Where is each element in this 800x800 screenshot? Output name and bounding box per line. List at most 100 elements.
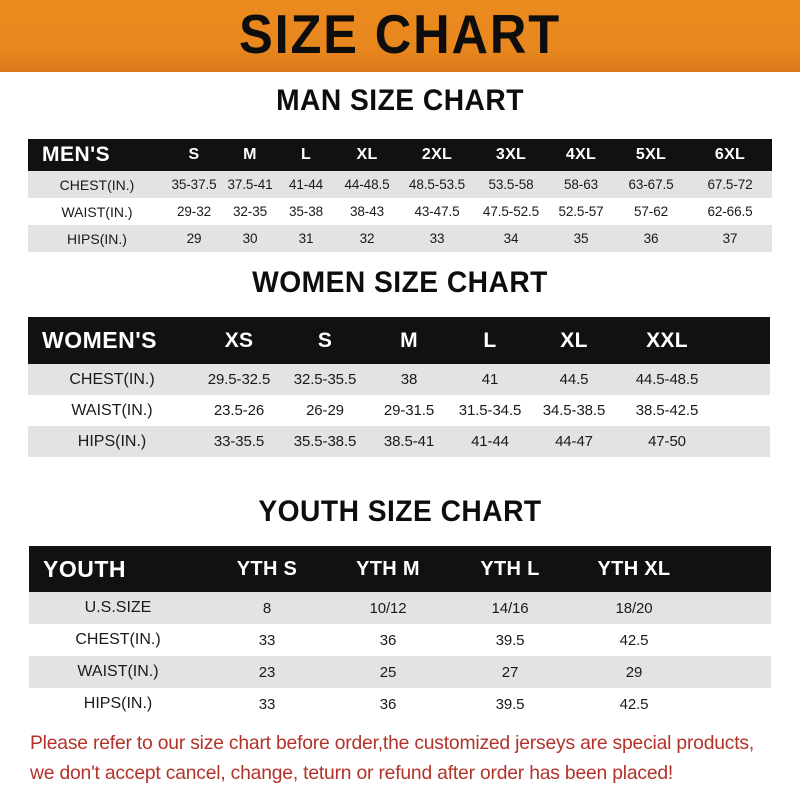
men-cell: 52.5-57 [558,204,604,219]
men-cell: 37 [722,231,738,246]
youth-cell: 42.5 [619,695,649,713]
men-cell: 43-47.5 [414,204,460,219]
men-col-header: 2XL [421,146,453,163]
men-corner-label: MEN'S [42,143,111,166]
youth-cell: 33 [258,695,276,713]
men-col-header: 5XL [635,146,667,163]
table-row: HIPS(IN.) 29 30 31 32 33 34 35 36 37 [28,225,772,252]
men-cell: 37.5-41 [227,177,273,192]
youth-cell-spacer [697,592,771,624]
men-cell: 62-66.5 [707,204,753,219]
youth-row-label: CHEST(IN.) [75,631,161,648]
youth-cell: 39.5 [495,631,525,649]
women-cell: 44.5 [559,371,589,388]
youth-header-row: YOUTH YTH S YTH M YTH L YTH XL [29,546,771,592]
men-col-header: XL [356,146,378,163]
women-cell: 41 [481,371,499,388]
section-title-youth: YOUTH SIZE CHART [258,495,542,528]
youth-cell: 23 [258,663,276,681]
page-title: SIZE CHART [239,3,561,65]
men-header-row: MEN'S S M L XL 2XL 3XL 4XL 5XL 6XL [28,139,772,171]
women-cell-spacer [716,395,770,426]
men-cell: 38-43 [349,204,385,219]
youth-col-header: YTH XL [597,557,671,580]
youth-cell: 33 [258,631,276,649]
men-cell: 32 [359,231,375,246]
women-cell: 41-44 [471,433,509,450]
women-col-header: L [483,328,497,352]
women-cell: 23.5-26 [213,402,265,419]
women-cell: 31.5-34.5 [458,402,522,419]
men-cell: 44-48.5 [344,177,390,192]
men-cell: 67.5-72 [707,177,753,192]
disclaimer-line-1: Please refer to our size chart before or… [30,732,755,754]
women-cell-spacer [716,426,770,457]
women-header-row: WOMEN'S XS S M L XL XXL [28,317,770,364]
women-row-label: CHEST(IN.) [69,370,155,388]
youth-cell-spacer [697,688,771,720]
youth-cell: 36 [379,695,397,713]
table-row: CHEST(IN.) 35-37.5 37.5-41 41-44 44-48.5… [28,171,772,198]
men-cell: 47.5-52.5 [482,204,540,219]
women-cell: 44-47 [555,433,593,450]
men-cell: 53.5-58 [488,177,534,192]
page-header-banner: SIZE CHART [0,0,800,72]
youth-col-header: YTH S [236,557,298,580]
youth-row-label: HIPS(IN.) [83,695,153,712]
disclaimer-line-2: we don't accept cancel, change, teturn o… [30,762,674,784]
men-col-header: 3XL [495,146,527,163]
women-cell: 38 [400,371,418,388]
women-cell: 47-50 [648,433,686,450]
youth-cell: 27 [501,663,519,681]
youth-header-spacer [697,546,771,592]
youth-cell-spacer [697,656,771,688]
youth-row-label: U.S.SIZE [84,599,152,616]
youth-cell: 14/16 [491,599,529,617]
men-cell: 58-63 [563,177,599,192]
women-col-header: S [317,328,333,352]
youth-cell: 42.5 [619,631,649,649]
women-corner-label: WOMEN'S [42,327,158,353]
men-col-header: M [243,146,257,163]
youth-row-label: WAIST(IN.) [77,663,159,680]
women-size-table: WOMEN'S XS S M L XL XXL CHEST(IN.) 29.5-… [28,317,770,457]
women-cell: 35.5-38.5 [293,433,357,450]
table-row: CHEST(IN.) 33 36 39.5 42.5 [29,624,771,656]
women-row-label: HIPS(IN.) [77,432,147,450]
women-cell: 29.5-32.5 [207,371,271,388]
men-cell: 33 [429,231,445,246]
men-cell: 30 [242,231,258,246]
men-col-header: L [300,146,312,163]
table-row: CHEST(IN.) 29.5-32.5 32.5-35.5 38 41 44.… [28,364,770,395]
youth-cell: 29 [625,663,643,681]
women-cell: 34.5-38.5 [542,402,606,419]
men-cell: 32-35 [232,204,268,219]
men-cell: 41-44 [288,177,324,192]
youth-cell: 36 [379,631,397,649]
women-header-spacer [716,317,770,364]
table-row: WAIST(IN.) 23 25 27 29 [29,656,771,688]
men-size-table: MEN'S S M L XL 2XL 3XL 4XL 5XL 6XL CHEST… [28,139,772,252]
women-cell: 44.5-48.5 [635,371,699,388]
youth-cell: 25 [379,663,397,681]
men-cell: 63-67.5 [628,177,674,192]
women-cell: 38.5-41 [383,433,435,450]
youth-col-header: YTH L [480,557,540,580]
youth-cell: 18/20 [615,599,653,617]
table-row: WAIST(IN.) 29-32 32-35 35-38 38-43 43-47… [28,198,772,225]
table-row: U.S.SIZE 8 10/12 14/16 18/20 [29,592,771,624]
men-row-label: CHEST(IN.) [59,176,135,193]
section-title-women: WOMEN SIZE CHART [252,266,548,299]
women-cell: 26-29 [306,402,344,419]
women-row-label: WAIST(IN.) [71,401,153,419]
women-col-header: XS [224,328,254,352]
women-col-header: XXL [646,328,688,352]
youth-cell: 10/12 [369,599,407,617]
men-col-header: 4XL [565,146,597,163]
men-cell: 35-37.5 [171,177,217,192]
women-cell: 38.5-42.5 [635,402,699,419]
section-title-man: MAN SIZE CHART [276,84,524,117]
men-cell: 57-62 [633,204,669,219]
men-cell: 36 [643,231,659,246]
men-cell: 29 [186,231,202,246]
